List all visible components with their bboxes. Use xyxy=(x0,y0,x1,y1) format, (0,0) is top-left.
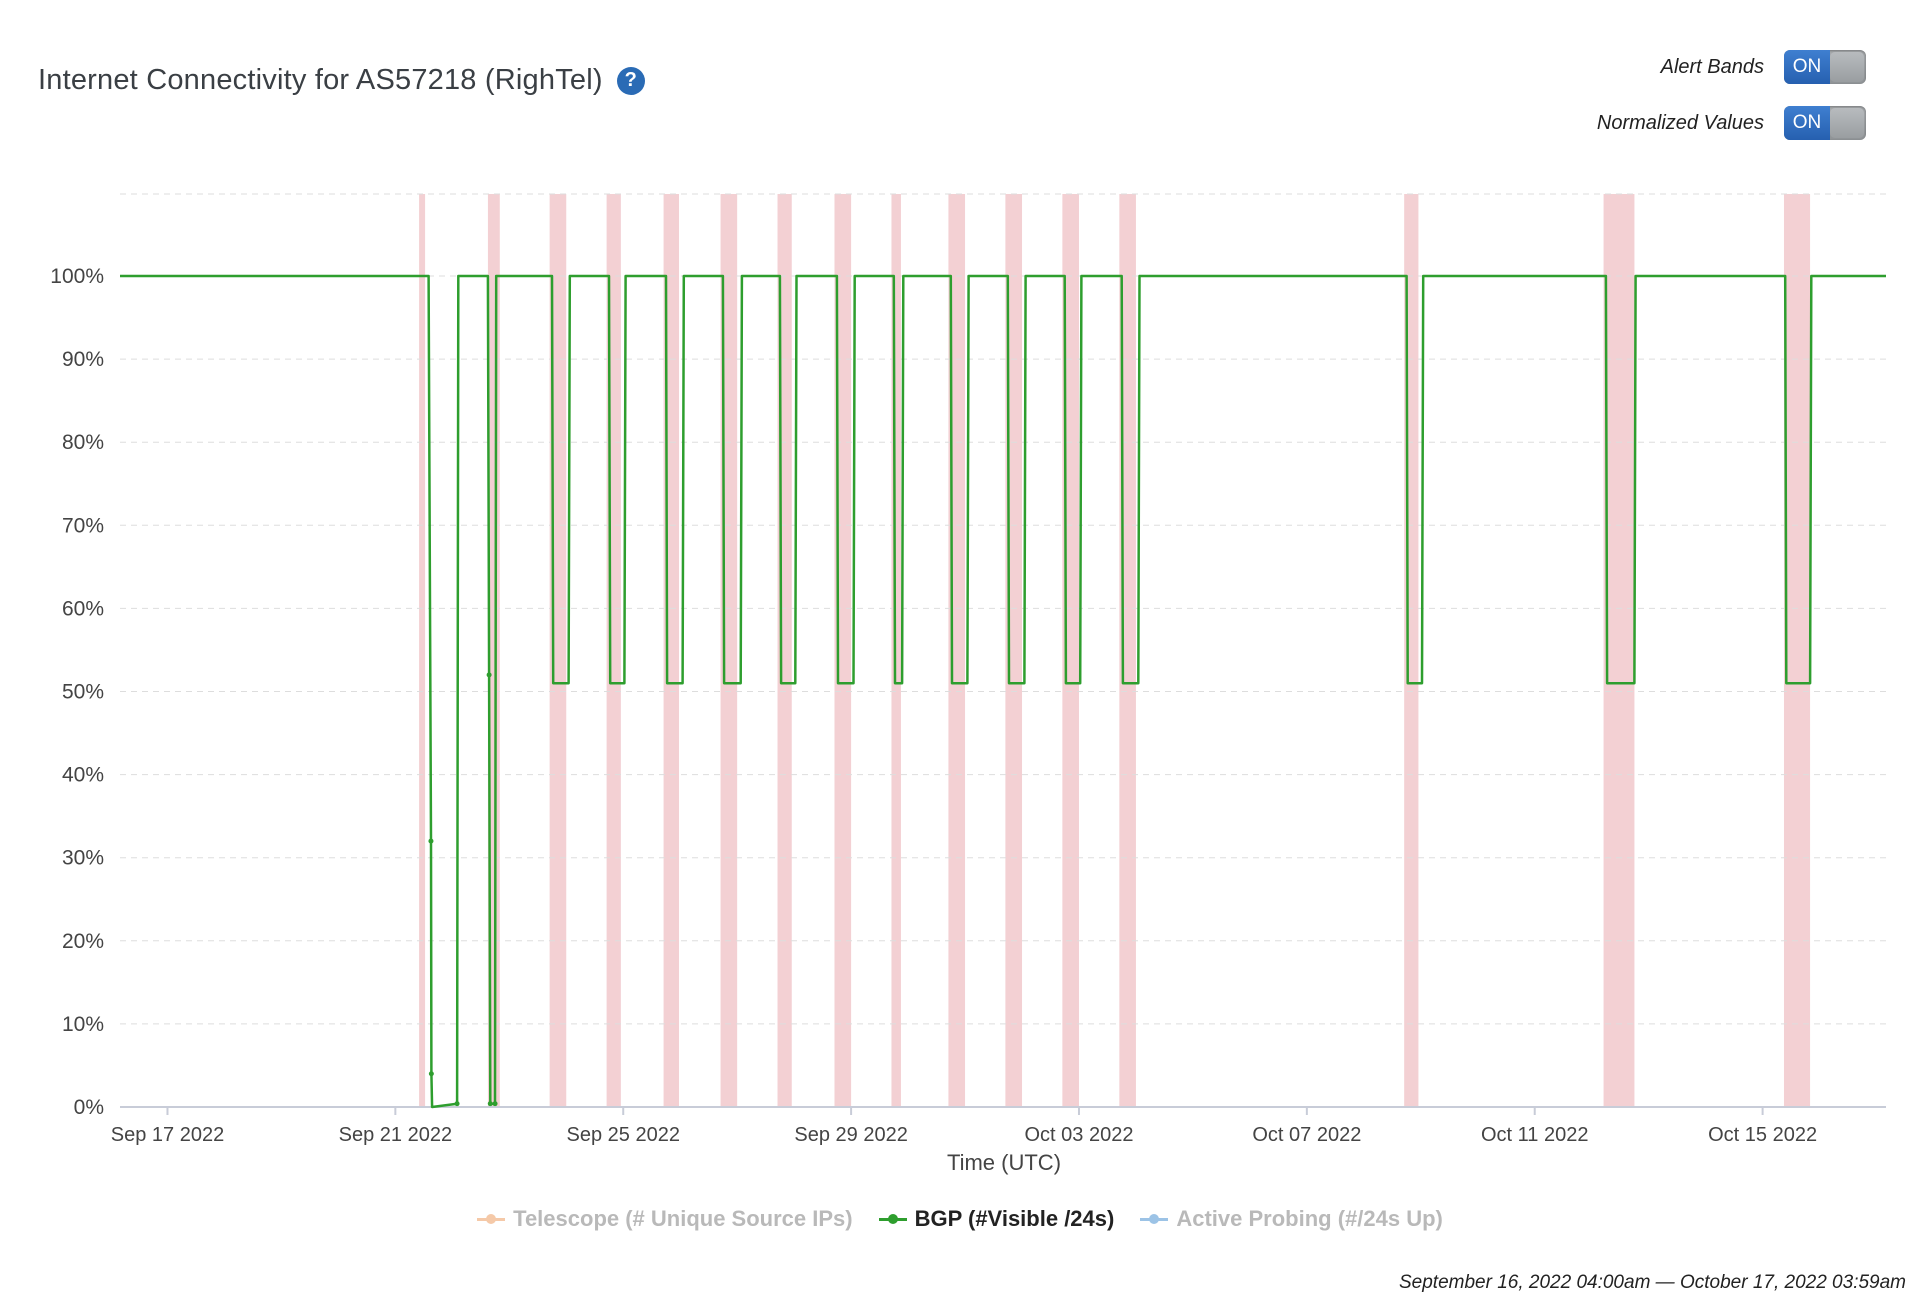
alert-band xyxy=(1119,194,1136,1107)
alert-bands-state: ON xyxy=(1784,50,1830,84)
alert-band xyxy=(419,194,426,1107)
time-range-label: September 16, 2022 04:00am — October 17,… xyxy=(1399,1272,1906,1293)
y-tick-label: 0% xyxy=(74,1096,104,1119)
legend-marker-icon xyxy=(878,1213,907,1224)
y-tick-label: 70% xyxy=(62,514,104,537)
alert-band xyxy=(549,194,567,1107)
y-tick-label: 40% xyxy=(62,764,104,787)
legend-label: Active Probing (#/24s Up) xyxy=(1176,1206,1443,1231)
alert-bands xyxy=(419,194,1811,1107)
bgp-series-line xyxy=(120,274,1886,1109)
alert-band xyxy=(1603,194,1635,1107)
bgp-data-point xyxy=(454,1101,460,1107)
bgp-data-point xyxy=(492,1101,498,1107)
x-tick-label: Oct 03 2022 xyxy=(1024,1124,1133,1146)
legend-item[interactable]: BGP (#Visible /24s) xyxy=(878,1206,1115,1232)
y-tick-label: 80% xyxy=(62,431,104,454)
alert-band xyxy=(487,194,500,1107)
legend-marker-icon xyxy=(1140,1213,1169,1224)
bgp-data-point xyxy=(486,672,492,678)
alert-band xyxy=(1005,194,1023,1107)
alert-band xyxy=(834,194,852,1107)
alert-band xyxy=(1783,194,1811,1107)
legend-marker-icon xyxy=(477,1213,506,1224)
alert-band xyxy=(948,194,966,1107)
legend-item[interactable]: Telescope (# Unique Source IPs) xyxy=(477,1206,853,1232)
normalized-values-switch[interactable]: ON xyxy=(1784,106,1866,140)
connectivity-chart: 0% 10% 20% 30% 40% 50% 60% 70% 80% 90% 100% Sep 17… xyxy=(50,193,1886,1175)
y-tick-label: 100% xyxy=(50,265,104,288)
alert-bands-label: Alert Bands xyxy=(1660,55,1764,78)
y-tick-label: 30% xyxy=(62,847,104,870)
switch-knob xyxy=(1830,108,1864,138)
chart-title: Internet Connectivity for AS57218 (RighT… xyxy=(38,64,603,96)
normalized-values-label: Normalized Values xyxy=(1596,111,1764,134)
y-tick-label: 50% xyxy=(62,681,104,704)
series-lines xyxy=(120,274,1886,1109)
normalized-values-state: ON xyxy=(1784,106,1830,140)
y-tick-label: 20% xyxy=(62,930,104,953)
legend-label: BGP (#Visible /24s) xyxy=(914,1206,1115,1231)
alert-band xyxy=(1062,194,1079,1107)
bgp-data-point xyxy=(428,1071,434,1077)
y-tick-label: 90% xyxy=(62,348,104,371)
alert-band xyxy=(891,194,901,1107)
y-tick-label: 60% xyxy=(62,597,104,620)
alert-bands-toggle-row: Alert Bands ON xyxy=(1661,50,1866,84)
bgp-data-point xyxy=(487,1101,493,1107)
y-axis-ticks: 0% 10% 20% 30% 40% 50% 60% 70% 80% 90% 100% xyxy=(50,265,104,1119)
x-tick-label: Oct 15 2022 xyxy=(1708,1124,1817,1146)
x-tick-label: Oct 11 2022 xyxy=(1481,1124,1588,1146)
switch-knob xyxy=(1830,52,1864,82)
alert-band xyxy=(720,194,738,1107)
legend-label: Telescope (# Unique Source IPs) xyxy=(513,1206,853,1231)
legend-item[interactable]: Active Probing (#/24s Up) xyxy=(1140,1206,1443,1232)
chart-header: Internet Connectivity for AS57218 (RighT… xyxy=(38,64,645,97)
x-tick-label: Sep 21 2022 xyxy=(339,1124,452,1146)
x-axis-ticks: Sep 17 2022 Sep 21 2022 Sep 25 2022 Sep 29 … xyxy=(111,1107,1817,1146)
help-icon[interactable]: ? xyxy=(616,66,645,95)
x-tick-label: Sep 29 2022 xyxy=(794,1124,907,1146)
normalized-values-toggle-row: Normalized Values ON xyxy=(1597,106,1866,140)
x-tick-label: Sep 25 2022 xyxy=(567,1124,680,1146)
x-axis-label: Time (UTC) xyxy=(947,1150,1061,1175)
chart-legend: Telescope (# Unique Source IPs) BGP (#Vis… xyxy=(0,1206,1920,1232)
bgp-data-point xyxy=(428,838,434,844)
x-tick-label: Sep 17 2022 xyxy=(111,1124,224,1146)
alert-bands-switch[interactable]: ON xyxy=(1784,50,1866,84)
x-tick-label: Oct 07 2022 xyxy=(1252,1124,1361,1146)
y-tick-label: 10% xyxy=(62,1013,104,1036)
